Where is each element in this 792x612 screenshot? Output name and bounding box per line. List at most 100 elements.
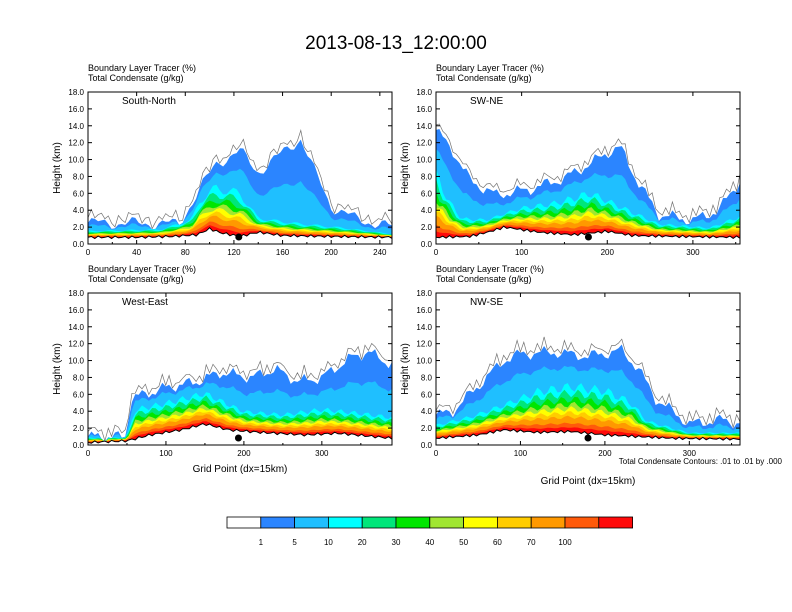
south-north-header-tracer: Boundary Layer Tracer (%) xyxy=(88,63,196,73)
sw-ne-condensate-contour xyxy=(435,123,741,224)
sw-ne-ytick-label: 4.0 xyxy=(421,206,433,215)
panel-south-north: Boundary Layer Tracer (%)Total Condensat… xyxy=(52,63,393,257)
south-north-ytick-label: 12.0 xyxy=(68,139,84,148)
west-east-ytick-label: 6.0 xyxy=(73,390,85,399)
sw-ne-ytick-label: 6.0 xyxy=(421,189,433,198)
nw-se-header-condensate: Total Condensate (g/kg) xyxy=(436,274,532,284)
colorbar-label: 40 xyxy=(425,538,434,547)
colorbar-label: 10 xyxy=(324,538,333,547)
contour-footnote: Total Condensate Contours: .01 to .01 by… xyxy=(619,457,783,466)
south-north-xtick-label: 240 xyxy=(373,248,387,257)
sw-ne-ytick-label: 14.0 xyxy=(416,122,432,131)
panel-west-east: Boundary Layer Tracer (%)Total Condensat… xyxy=(52,264,393,475)
west-east-location-marker xyxy=(234,434,242,442)
south-north-xtick-label: 120 xyxy=(227,248,241,257)
west-east-ytick-label: 12.0 xyxy=(68,340,84,349)
colorbar-label: 30 xyxy=(392,538,401,547)
nw-se-ytick-label: 14.0 xyxy=(416,323,432,332)
colorbar-label: 1 xyxy=(259,538,264,547)
west-east-ylabel: Height (km) xyxy=(52,343,63,395)
nw-se-header-tracer: Boundary Layer Tracer (%) xyxy=(436,264,544,274)
south-north-ytick-label: 10.0 xyxy=(68,156,84,165)
west-east-xtick-label: 100 xyxy=(159,449,173,458)
colorbar-swatch xyxy=(564,516,600,529)
west-east-ytick-label: 0.0 xyxy=(73,441,85,450)
south-north-xtick-label: 80 xyxy=(181,248,190,257)
south-north-xtick-label: 0 xyxy=(86,248,91,257)
colorbar-swatch xyxy=(496,516,532,529)
south-north-condensate-contour xyxy=(87,129,393,230)
west-east-ytick-label: 10.0 xyxy=(68,357,84,366)
south-north-terrain xyxy=(88,227,392,244)
sw-ne-xtick-label: 0 xyxy=(434,248,439,257)
sw-ne-ytick-label: 2.0 xyxy=(421,223,433,232)
south-north-ytick-label: 18.0 xyxy=(68,88,84,97)
sw-ne-ytick-label: 12.0 xyxy=(416,139,432,148)
south-north-ytick-label: 6.0 xyxy=(73,189,85,198)
figure-title: 2013-08-13_12:00:00 xyxy=(305,33,487,54)
south-north-panel-label: South-North xyxy=(122,96,176,107)
nw-se-panel-label: NW-SE xyxy=(470,297,503,308)
sw-ne-header-condensate: Total Condensate (g/kg) xyxy=(436,73,532,83)
nw-se-ytick-label: 16.0 xyxy=(416,306,432,315)
west-east-ytick-label: 16.0 xyxy=(68,306,84,315)
south-north-ytick-label: 8.0 xyxy=(73,172,85,181)
nw-se-ytick-label: 18.0 xyxy=(416,289,432,298)
south-north-header-condensate: Total Condensate (g/kg) xyxy=(88,73,184,83)
nw-se-ytick-label: 0.0 xyxy=(421,441,433,450)
west-east-xtick-label: 300 xyxy=(315,449,329,458)
nw-se-ytick-label: 10.0 xyxy=(416,357,432,366)
sw-ne-xtick-label: 200 xyxy=(601,248,615,257)
south-north-ytick-label: 2.0 xyxy=(73,223,85,232)
nw-se-frame xyxy=(435,292,741,446)
west-east-frame xyxy=(87,292,393,446)
south-north-xtick-label: 160 xyxy=(276,248,290,257)
colorbar-label: 20 xyxy=(358,538,367,547)
colorbar-label: 100 xyxy=(558,538,572,547)
nw-se-ytick-label: 2.0 xyxy=(421,424,433,433)
west-east-terrain-outline xyxy=(87,423,393,444)
sw-ne-terrain-outline xyxy=(435,225,741,240)
west-east-xlabel: Grid Point (dx=15km) xyxy=(193,464,288,475)
south-north-frame xyxy=(87,91,393,245)
south-north-ylabel: Height (km) xyxy=(52,142,63,194)
south-north-ytick-label: 14.0 xyxy=(68,122,84,131)
sw-ne-ylabel: Height (km) xyxy=(400,142,411,194)
colorbar-label: 60 xyxy=(493,538,502,547)
sw-ne-xtick-label: 100 xyxy=(515,248,529,257)
colorbar-swatch xyxy=(395,516,431,529)
panel-sw-ne: Boundary Layer Tracer (%)Total Condensat… xyxy=(400,63,741,257)
nw-se-condensate-contour xyxy=(435,336,741,429)
colorbar-swatch xyxy=(429,516,464,529)
colorbar-swatch xyxy=(327,516,363,529)
south-north-ytick-label: 16.0 xyxy=(68,105,84,114)
south-north-location-marker xyxy=(235,233,243,241)
nw-se-xtick-label: 0 xyxy=(434,449,439,458)
nw-se-ylabel: Height (km) xyxy=(400,343,411,395)
colorbar-swatch xyxy=(294,516,329,529)
sw-ne-ytick-label: 18.0 xyxy=(416,88,432,97)
colorbar-swatch xyxy=(361,516,397,529)
nw-se-location-marker xyxy=(584,434,592,442)
west-east-panel-label: West-East xyxy=(122,297,168,308)
nw-se-ytick-label: 4.0 xyxy=(421,407,433,416)
panel-nw-se: Boundary Layer Tracer (%)Total Condensat… xyxy=(400,264,741,487)
west-east-ytick-label: 8.0 xyxy=(73,373,85,382)
colorbar-label: 5 xyxy=(292,538,297,547)
west-east-ytick-label: 14.0 xyxy=(68,323,84,332)
colorbar-swatch xyxy=(530,516,566,529)
south-north-xtick-label: 40 xyxy=(132,248,141,257)
nw-se-xtick-label: 200 xyxy=(598,449,612,458)
nw-se-xtick-label: 100 xyxy=(514,449,528,458)
west-east-terrain xyxy=(88,423,392,445)
sw-ne-frame xyxy=(435,91,741,245)
colorbar-swatch xyxy=(598,516,633,529)
south-north-ytick-label: 0.0 xyxy=(73,240,85,249)
nw-se-ytick-label: 12.0 xyxy=(416,340,432,349)
south-north-xtick-label: 200 xyxy=(325,248,339,257)
nw-se-xtick-label: 300 xyxy=(683,449,697,458)
colorbar-label: 70 xyxy=(527,538,536,547)
sw-ne-ytick-label: 0.0 xyxy=(421,240,433,249)
sw-ne-ytick-label: 10.0 xyxy=(416,156,432,165)
